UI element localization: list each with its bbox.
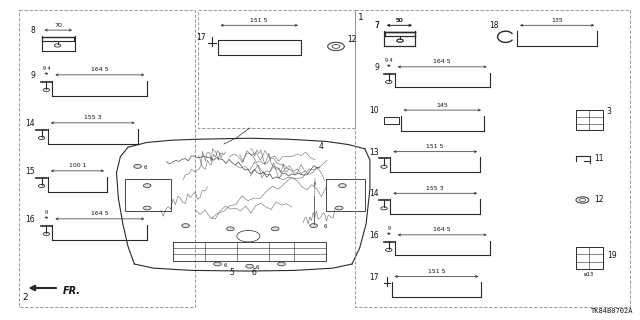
Text: TK84B0702A: TK84B0702A [591, 308, 634, 314]
Bar [576, 247, 603, 269]
Text: 9: 9 [374, 63, 379, 72]
Text: 8: 8 [31, 26, 35, 35]
Text: 100 1: 100 1 [68, 163, 86, 168]
Text: 10: 10 [369, 106, 379, 115]
Text: 151 5: 151 5 [428, 269, 445, 274]
Text: 14: 14 [369, 189, 379, 198]
Text: 50: 50 [396, 18, 403, 23]
Bar [326, 179, 365, 211]
Text: 6: 6 [323, 224, 326, 229]
Text: 135: 135 [551, 18, 563, 23]
Text: 5: 5 [229, 268, 234, 277]
Text: 17: 17 [369, 273, 379, 282]
Text: 7: 7 [374, 21, 379, 30]
Text: 9: 9 [387, 226, 390, 231]
Circle shape [182, 224, 189, 228]
Text: 1: 1 [358, 13, 364, 22]
Text: 151 5: 151 5 [426, 144, 444, 149]
Text: 12: 12 [594, 196, 604, 204]
Circle shape [278, 262, 285, 266]
Circle shape [310, 224, 317, 228]
Text: 9 4: 9 4 [43, 66, 50, 71]
Text: 6: 6 [252, 268, 257, 277]
Bar [125, 179, 171, 211]
Text: 164 5: 164 5 [91, 211, 109, 216]
Circle shape [339, 184, 346, 188]
Text: 14: 14 [26, 119, 35, 128]
Text: 3: 3 [607, 108, 612, 116]
Circle shape [227, 227, 234, 231]
Text: 12: 12 [348, 36, 357, 44]
Text: 15: 15 [26, 167, 35, 176]
Text: FR.: FR. [63, 286, 81, 296]
Text: 16: 16 [369, 231, 379, 240]
Text: 145: 145 [436, 102, 448, 108]
Text: 164 5: 164 5 [91, 67, 109, 72]
Text: ø13: ø13 [584, 271, 595, 276]
Text: 17: 17 [196, 33, 206, 42]
Circle shape [214, 262, 221, 266]
Text: 18: 18 [490, 21, 499, 30]
Text: 6: 6 [256, 265, 259, 270]
Circle shape [143, 206, 151, 210]
Text: 9: 9 [30, 71, 35, 80]
Bar [576, 110, 603, 130]
Text: 11: 11 [594, 154, 604, 163]
Text: 7: 7 [374, 21, 379, 30]
Circle shape [134, 164, 141, 168]
Bar [384, 117, 399, 124]
Circle shape [246, 264, 253, 268]
Text: 19: 19 [607, 252, 616, 260]
Text: 50: 50 [396, 18, 403, 23]
Text: 70: 70 [54, 22, 62, 28]
Text: 9 4: 9 4 [385, 58, 392, 63]
Text: 4: 4 [319, 142, 324, 151]
Text: 16: 16 [26, 215, 35, 224]
Text: 6: 6 [224, 262, 227, 268]
Text: 155 3: 155 3 [426, 186, 444, 191]
Circle shape [271, 227, 279, 231]
Text: 155 3: 155 3 [84, 115, 102, 120]
Text: 151 5: 151 5 [250, 18, 268, 23]
Text: 9: 9 [45, 210, 48, 215]
Text: 164 5: 164 5 [433, 59, 451, 64]
Text: 2: 2 [22, 293, 28, 302]
Text: 13: 13 [369, 148, 379, 157]
Circle shape [335, 206, 343, 210]
Text: 164 5: 164 5 [433, 227, 451, 232]
Circle shape [143, 184, 151, 188]
Bar [218, 40, 301, 55]
Text: 6: 6 [144, 165, 147, 170]
